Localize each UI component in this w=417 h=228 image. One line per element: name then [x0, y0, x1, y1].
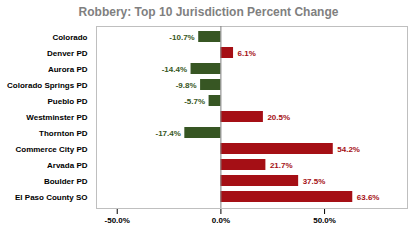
svg-text:Aurora PD: Aurora PD [48, 65, 88, 74]
svg-text:54.2%: 54.2% [337, 145, 360, 154]
svg-text:Denver PD: Denver PD [47, 49, 88, 58]
svg-text:21.7%: 21.7% [270, 161, 293, 170]
svg-text:-17.4%: -17.4% [155, 129, 180, 138]
svg-text:-9.8%: -9.8% [176, 81, 197, 90]
svg-text:-14.4%: -14.4% [162, 65, 187, 74]
svg-text:Colorado Springs PD: Colorado Springs PD [7, 81, 88, 90]
svg-text:37.5%: 37.5% [303, 177, 326, 186]
svg-text:Thornton PD: Thornton PD [39, 129, 88, 138]
svg-text:63.6%: 63.6% [357, 193, 380, 202]
svg-text:6.1%: 6.1% [238, 49, 256, 58]
svg-text:-5.7%: -5.7% [184, 97, 205, 106]
svg-text:El Paso County SO: El Paso County SO [15, 193, 87, 202]
svg-text:Boulder PD: Boulder PD [44, 177, 88, 186]
svg-text:-50.0%: -50.0% [105, 216, 130, 225]
svg-text:Pueblo PD: Pueblo PD [47, 97, 87, 106]
svg-text:Colorado: Colorado [52, 33, 87, 42]
svg-text:Arvada PD: Arvada PD [47, 161, 88, 170]
svg-text:-10.7%: -10.7% [169, 33, 194, 42]
svg-text:Commerce City PD: Commerce City PD [15, 145, 87, 154]
svg-text:20.5%: 20.5% [267, 113, 290, 122]
svg-text:0.0%: 0.0% [212, 216, 230, 225]
svg-text:Westminster PD: Westminster PD [26, 113, 87, 122]
html-text:Robbery: Top 10 Jurisdiction P: Robbery: Top 10 Jurisdiction Percent Cha… [78, 5, 339, 19]
svg-text:50.0%: 50.0% [313, 216, 336, 225]
